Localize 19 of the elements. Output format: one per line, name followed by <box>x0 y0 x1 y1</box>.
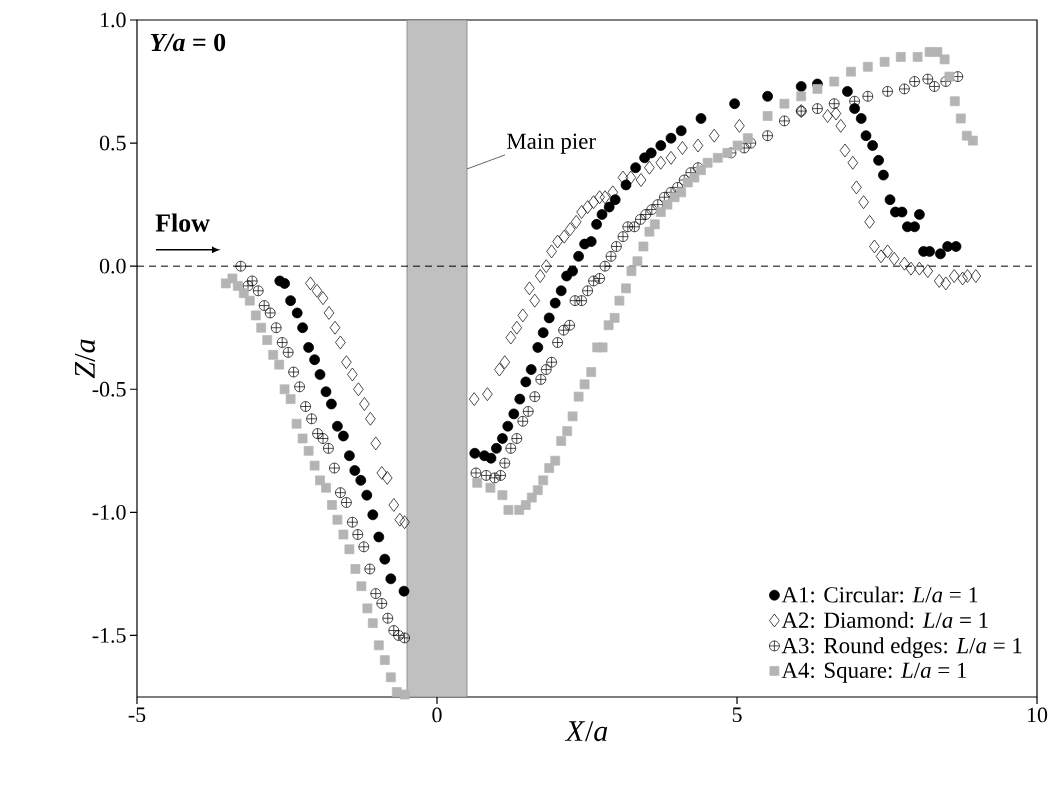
y-axis-title: Z/a <box>74 339 95 379</box>
band-label: Main pier <box>506 133 596 154</box>
annotation: Y/a = 0 <box>150 33 226 52</box>
legend-label: A2: Diamond: L/a = 1 <box>781 611 988 629</box>
annotation: Flow <box>155 213 210 232</box>
legend-label: A1: Circular: L/a = 1 <box>781 586 978 603</box>
y-tick-label: -0.5 <box>92 381 126 397</box>
x-tick-label: -5 <box>128 707 146 723</box>
y-tick-label: 0.0 <box>99 258 126 274</box>
x-tick-label: 5 <box>732 707 742 723</box>
y-tick-label: -1.5 <box>92 628 126 643</box>
x-tick-label: 0 <box>432 707 442 723</box>
legend-label: A3: Round edges: L/a = 1 <box>781 637 1022 659</box>
y-tick-label: -1.0 <box>92 504 126 520</box>
y-tick-label: 0.5 <box>99 135 126 151</box>
x-tick-label: 10 <box>1027 707 1048 723</box>
y-tick-label: 1.0 <box>101 12 126 28</box>
legend-label: A4: Square: L/a = 1 <box>781 662 967 683</box>
x-axis-title: X/a <box>564 721 608 742</box>
